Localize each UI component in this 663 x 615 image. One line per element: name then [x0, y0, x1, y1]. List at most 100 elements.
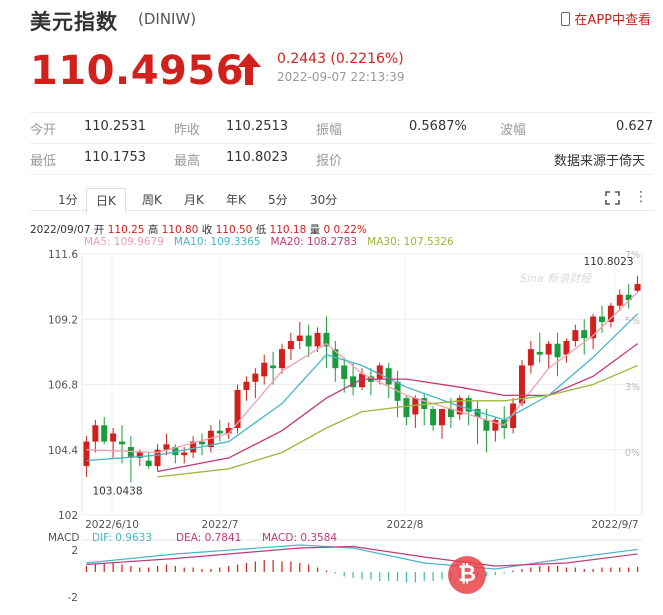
- candle-body: [527, 349, 534, 366]
- stat-value-low: 110.1753: [84, 150, 147, 165]
- phone-icon: [561, 11, 571, 26]
- candle-body: [439, 408, 445, 426]
- stat-label-open: 今开: [30, 123, 57, 138]
- candle-body: [225, 428, 232, 434]
- dif-line: [86, 544, 638, 570]
- min-price-label: 103.0438: [92, 486, 142, 498]
- stat-label-quote: 报价: [316, 154, 343, 169]
- tab-weekly-k[interactable]: 周K: [142, 193, 162, 207]
- candle-body: [136, 452, 143, 458]
- candle-body: [590, 316, 597, 339]
- bitcoin-icon: ₿: [448, 556, 486, 594]
- macd-macd-label: MACD: 0.3584: [262, 532, 337, 544]
- candle-body: [119, 441, 125, 445]
- macd-y-tick: -2: [68, 592, 78, 604]
- stat-label-amplitude: 振幅: [316, 123, 343, 138]
- stat-value-source: 数据来源于倚天: [554, 154, 646, 169]
- candle-body: [145, 460, 152, 467]
- macd-panel: MACD DIF: 0.9633 DEA: 0.7841 MACD: 0.3584 2 -…: [48, 532, 642, 604]
- candle-body: [359, 373, 365, 388]
- candle-body: [154, 449, 161, 467]
- ma30-label: MA30: 107.5326: [367, 236, 454, 248]
- current-price: 110.4956: [30, 48, 245, 94]
- open-in-app-link[interactable]: 在APP中查看: [561, 9, 651, 28]
- quote-header: 美元指数 (DINIW) 在APP中查看: [0, 0, 663, 34]
- ohlc-summary: 2022/09/07 开 110.25 高 110.80 收 110.50 低 …: [30, 222, 367, 237]
- open-in-app-label: 在APP中查看: [574, 13, 651, 28]
- stat-value-open: 110.2531: [84, 119, 147, 134]
- candle-body: [207, 430, 214, 448]
- y-tick-label: 111.6: [48, 249, 78, 261]
- stats-table: 今开 110.2531 昨收 110.2513 振幅 0.5687% 波幅 0.…: [30, 112, 654, 175]
- candle-body: [261, 362, 268, 377]
- price-change: 0.2443 (0.2216%): [277, 51, 404, 67]
- candle-body: [127, 447, 134, 458]
- candles: [83, 275, 641, 483]
- candle-body: [252, 373, 259, 382]
- macd-dea-label: DEA: 0.7841: [176, 532, 241, 544]
- macd-title-label: MACD: [48, 532, 79, 544]
- candle-body: [92, 425, 99, 442]
- candle-body: [385, 368, 392, 385]
- max-price-label: 110.8023: [583, 256, 633, 268]
- right-pct-label: 3%: [625, 382, 640, 393]
- right-pct-label: 0%: [625, 448, 640, 459]
- y-tick-label: 109.2: [48, 314, 78, 326]
- right-pct-label: 7%: [625, 250, 640, 261]
- candle-body: [403, 398, 410, 418]
- ohlc-close: 110.50: [215, 224, 253, 236]
- ma-lines: [86, 291, 639, 478]
- candle-body: [536, 351, 543, 355]
- macd-dif-label: DIF: 0.9633: [92, 532, 152, 544]
- ohlc-pct: 0.22%: [333, 224, 367, 236]
- candle-body: [163, 444, 170, 450]
- candle-body: [341, 365, 348, 380]
- tab-1min[interactable]: 1分: [58, 193, 78, 207]
- candle-body: [634, 283, 641, 291]
- candle-body: [350, 376, 357, 388]
- ma5-line: [86, 291, 639, 454]
- quote-time: 2022-09-07 22:13:39: [277, 70, 405, 84]
- ohlc-open: 110.25: [107, 224, 145, 236]
- stat-value-range: 0.627: [616, 119, 654, 134]
- arrow-up-icon: [237, 53, 261, 85]
- x-tick-label: 2022/9/7: [591, 519, 638, 531]
- dea-line: [86, 545, 638, 567]
- stat-value-high: 110.8023: [226, 150, 289, 165]
- candle-body: [492, 419, 499, 431]
- tab-yearly-k[interactable]: 年K: [226, 193, 246, 207]
- candle-body: [625, 294, 632, 301]
- tab-30min[interactable]: 30分: [310, 193, 338, 207]
- candle-body: [287, 341, 294, 350]
- stats-row: 最低 110.1753 最高 110.8023 报价 数据来源于倚天: [30, 144, 654, 175]
- ohlc-high-label: 高: [147, 224, 159, 236]
- stat-label-prev-close: 昨收: [174, 123, 201, 138]
- tab-daily-k[interactable]: 日K: [86, 188, 126, 214]
- index-code: (DINIW): [138, 10, 197, 28]
- candle-body: [376, 365, 383, 380]
- candle-body: [243, 381, 250, 390]
- candle-body: [305, 335, 312, 347]
- more-options-icon[interactable]: ⋮: [634, 189, 648, 205]
- tab-monthly-k[interactable]: 月K: [184, 193, 204, 207]
- candle-body: [616, 294, 623, 306]
- tab-5min[interactable]: 5分: [268, 193, 288, 207]
- candle-body: [501, 419, 508, 428]
- right-pct-label: 5%: [625, 316, 640, 327]
- candle-body: [101, 425, 108, 442]
- candle-body: [279, 349, 285, 369]
- candle-body: [314, 332, 321, 347]
- stat-label-range: 波幅: [500, 123, 527, 138]
- macd-y-tick: 2: [71, 545, 78, 557]
- index-title: 美元指数: [30, 10, 118, 34]
- stat-label-low: 最低: [30, 154, 57, 169]
- ma30-line: [157, 364, 638, 478]
- ma10-line: [86, 313, 639, 462]
- fullscreen-icon[interactable]: [605, 191, 620, 205]
- candle-body: [545, 343, 552, 355]
- candle-body: [607, 305, 614, 322]
- ohlc-open-label: 开: [93, 224, 105, 236]
- candle-body: [572, 330, 579, 341]
- candle-body: [323, 332, 330, 347]
